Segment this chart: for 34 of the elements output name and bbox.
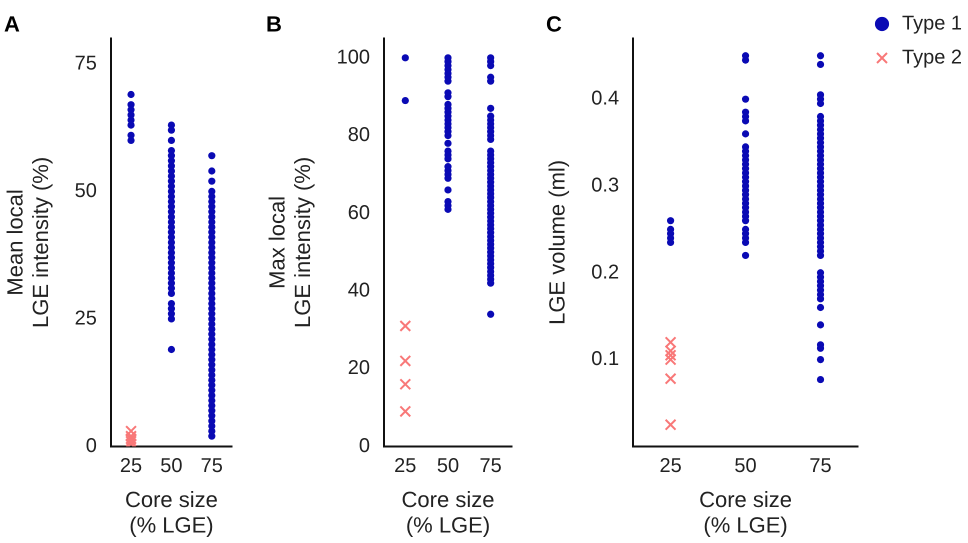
y-tick-label: 100 [336,46,370,68]
x-tick-label: 75 [480,454,502,477]
legend-label: Type 1 [902,12,962,35]
y-tick-label: 40 [348,279,370,302]
y-tick-label: 60 [348,202,370,224]
chart-title: A [4,11,20,36]
y-tick-label: 0.2 [591,261,620,284]
x-tick-label: 50 [436,454,460,477]
x-tick-label: 25 [120,454,142,477]
y-tick-label: 25 [74,307,97,330]
legend-label: Type 2 [902,46,962,69]
chart-title: B [266,11,282,36]
x-axis-title: Core size (% LGE) [402,487,494,538]
y-axis-title: Mean local LGE intensity (%) [2,156,54,328]
y-tick-label: 0.1 [591,348,620,370]
x-tick-label: 50 [734,454,757,477]
y-tick-label: 0.3 [591,174,620,196]
x-tick-label: 25 [394,454,416,477]
y-tick-label: 50 [74,180,97,202]
y-tick-label: 0 [86,434,97,457]
y-axis-title: LGE volume (ml) [544,160,570,325]
y-tick-label: 0 [358,434,370,457]
y-axis-title: Max local LGE intensity (%) [264,156,316,328]
y-tick-label: 20 [348,357,370,380]
x-tick-label: 75 [809,454,832,477]
x-tick-label: 75 [200,454,223,477]
y-tick-label: 80 [348,124,370,146]
x-tick-label: 25 [659,454,682,477]
x-axis-title: Core size (% LGE) [699,487,792,538]
x-tick-label: 50 [160,454,183,477]
chart-title: C [546,11,562,36]
y-tick-label: 75 [74,52,97,74]
y-tick-label: 0.4 [591,88,620,110]
x-axis-title: Core size (% LGE) [124,487,218,538]
